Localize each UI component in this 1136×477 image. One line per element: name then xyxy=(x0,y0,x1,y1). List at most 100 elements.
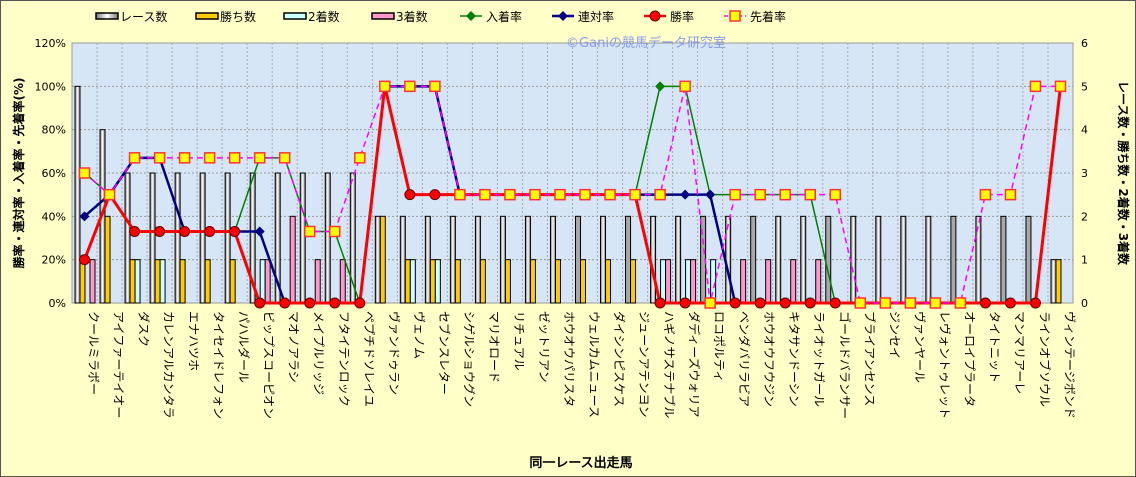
point-rentai-rate xyxy=(79,211,90,222)
legend-label: 連対率 xyxy=(578,9,614,24)
bar-races xyxy=(424,215,431,304)
point-senchaku-rate xyxy=(178,152,191,164)
x-tick-label: ジューンアテンヨン xyxy=(637,311,651,418)
y-left-tick-label: 20% xyxy=(42,254,66,267)
bar-races xyxy=(174,172,181,304)
bar-wins xyxy=(605,259,612,304)
bar-races xyxy=(449,215,456,304)
point-win-rate xyxy=(79,254,91,266)
point-win-rate xyxy=(1029,297,1041,309)
bar-third xyxy=(314,259,321,304)
bar-races xyxy=(399,215,406,304)
legend-swatch xyxy=(195,12,219,20)
point-senchaku-rate xyxy=(354,152,366,164)
legend-label: 勝率 xyxy=(670,9,694,24)
y-left-tick-label: 60% xyxy=(42,167,66,180)
bar-races xyxy=(850,215,857,304)
bar-races xyxy=(524,215,531,304)
legend-swatch xyxy=(371,12,395,20)
point-senchaku-rate xyxy=(529,188,541,201)
bar-races xyxy=(474,215,481,304)
point-senchaku-rate xyxy=(654,188,666,201)
bar-second xyxy=(434,259,441,304)
bar-second xyxy=(259,259,266,304)
point-senchaku-rate xyxy=(854,297,867,309)
bar-races xyxy=(825,215,832,304)
bar-wins xyxy=(554,259,561,304)
x-tick-label: ヴィンテージボンド xyxy=(1062,311,1077,419)
point-senchaku-rate xyxy=(629,188,641,201)
point-rentai-rate xyxy=(680,189,691,200)
point-senchaku-rate xyxy=(1029,80,1042,93)
bar-second xyxy=(409,259,416,304)
bar-races xyxy=(299,172,306,304)
x-tick-label: ダイシンピスケス xyxy=(612,311,627,407)
bar-wins xyxy=(429,259,436,304)
watermark: ©Ganiの競馬データ研究室 xyxy=(566,35,726,51)
x-tick-label: クールミラボー xyxy=(87,311,101,395)
bar-wins xyxy=(379,215,386,304)
point-win-rate xyxy=(279,297,291,309)
x-tick-label: ベンダバリラビア xyxy=(737,311,752,407)
point-senchaku-rate xyxy=(329,225,341,238)
bar-races xyxy=(925,215,932,304)
point-senchaku-rate xyxy=(228,152,241,164)
bar-third xyxy=(690,259,697,304)
x-tick-label: レヴォントゥレット xyxy=(937,311,952,419)
point-win-rate xyxy=(179,226,191,237)
bar-wins xyxy=(529,259,536,304)
x-tick-label: ゴールドバランサー xyxy=(837,311,852,419)
y-axis-right-title: レース数・勝ち数・2着数・3着数 xyxy=(1116,81,1131,266)
point-win-rate xyxy=(729,297,741,309)
point-senchaku-rate xyxy=(979,188,992,201)
point-rentai-rate xyxy=(705,189,716,200)
bar-third xyxy=(665,259,672,304)
point-senchaku-rate xyxy=(679,80,691,93)
point-win-rate xyxy=(829,297,841,309)
point-senchaku-rate xyxy=(1004,188,1017,201)
point-senchaku-rate xyxy=(429,80,441,93)
legend-swatch xyxy=(95,12,119,20)
point-senchaku-rate xyxy=(153,152,166,164)
legend-label: 2着数 xyxy=(308,9,340,24)
x-tick-label: エナハツホ xyxy=(187,311,201,371)
legend-label: 先着率 xyxy=(750,9,786,24)
bar-third xyxy=(765,259,772,304)
x-tick-label: パハルダール xyxy=(237,311,252,383)
point-senchaku-rate xyxy=(78,167,91,179)
point-senchaku-rate xyxy=(704,297,716,309)
bar-wins xyxy=(404,259,411,304)
legend-marker xyxy=(558,11,568,21)
point-senchaku-rate xyxy=(579,188,591,201)
bar-third xyxy=(339,259,346,304)
point-senchaku-rate xyxy=(504,188,516,201)
bar-races xyxy=(1050,259,1057,304)
point-win-rate xyxy=(204,226,216,237)
bar-races xyxy=(900,215,907,304)
point-win-rate xyxy=(654,297,666,309)
point-win-rate xyxy=(404,189,416,201)
bar-wins xyxy=(179,259,186,304)
legend-label: 勝ち数 xyxy=(220,9,256,24)
bar-races xyxy=(625,215,632,304)
bar-wins xyxy=(454,259,461,304)
x-tick-label: メイプルリッジ xyxy=(312,311,326,395)
y-right-tick-label: 6 xyxy=(1081,37,1088,50)
point-senchaku-rate xyxy=(278,152,291,164)
point-win-rate xyxy=(129,226,141,237)
bar-races xyxy=(775,215,782,304)
x-tick-label: ジンセイ xyxy=(887,311,901,359)
point-win-rate xyxy=(304,297,316,309)
point-place-rate xyxy=(655,81,666,92)
bar-races xyxy=(249,172,256,304)
x-tick-label: ラインオブソウル xyxy=(1037,311,1052,407)
legend-marker xyxy=(729,10,741,22)
bar-third xyxy=(289,215,296,304)
point-senchaku-rate xyxy=(404,80,416,93)
x-tick-label: カレンアルカンタラ xyxy=(162,311,176,419)
legend-label: 3着数 xyxy=(396,9,428,24)
x-tick-label: フタイテンロック xyxy=(337,311,351,407)
point-senchaku-rate xyxy=(454,188,466,201)
bar-third xyxy=(815,259,822,304)
